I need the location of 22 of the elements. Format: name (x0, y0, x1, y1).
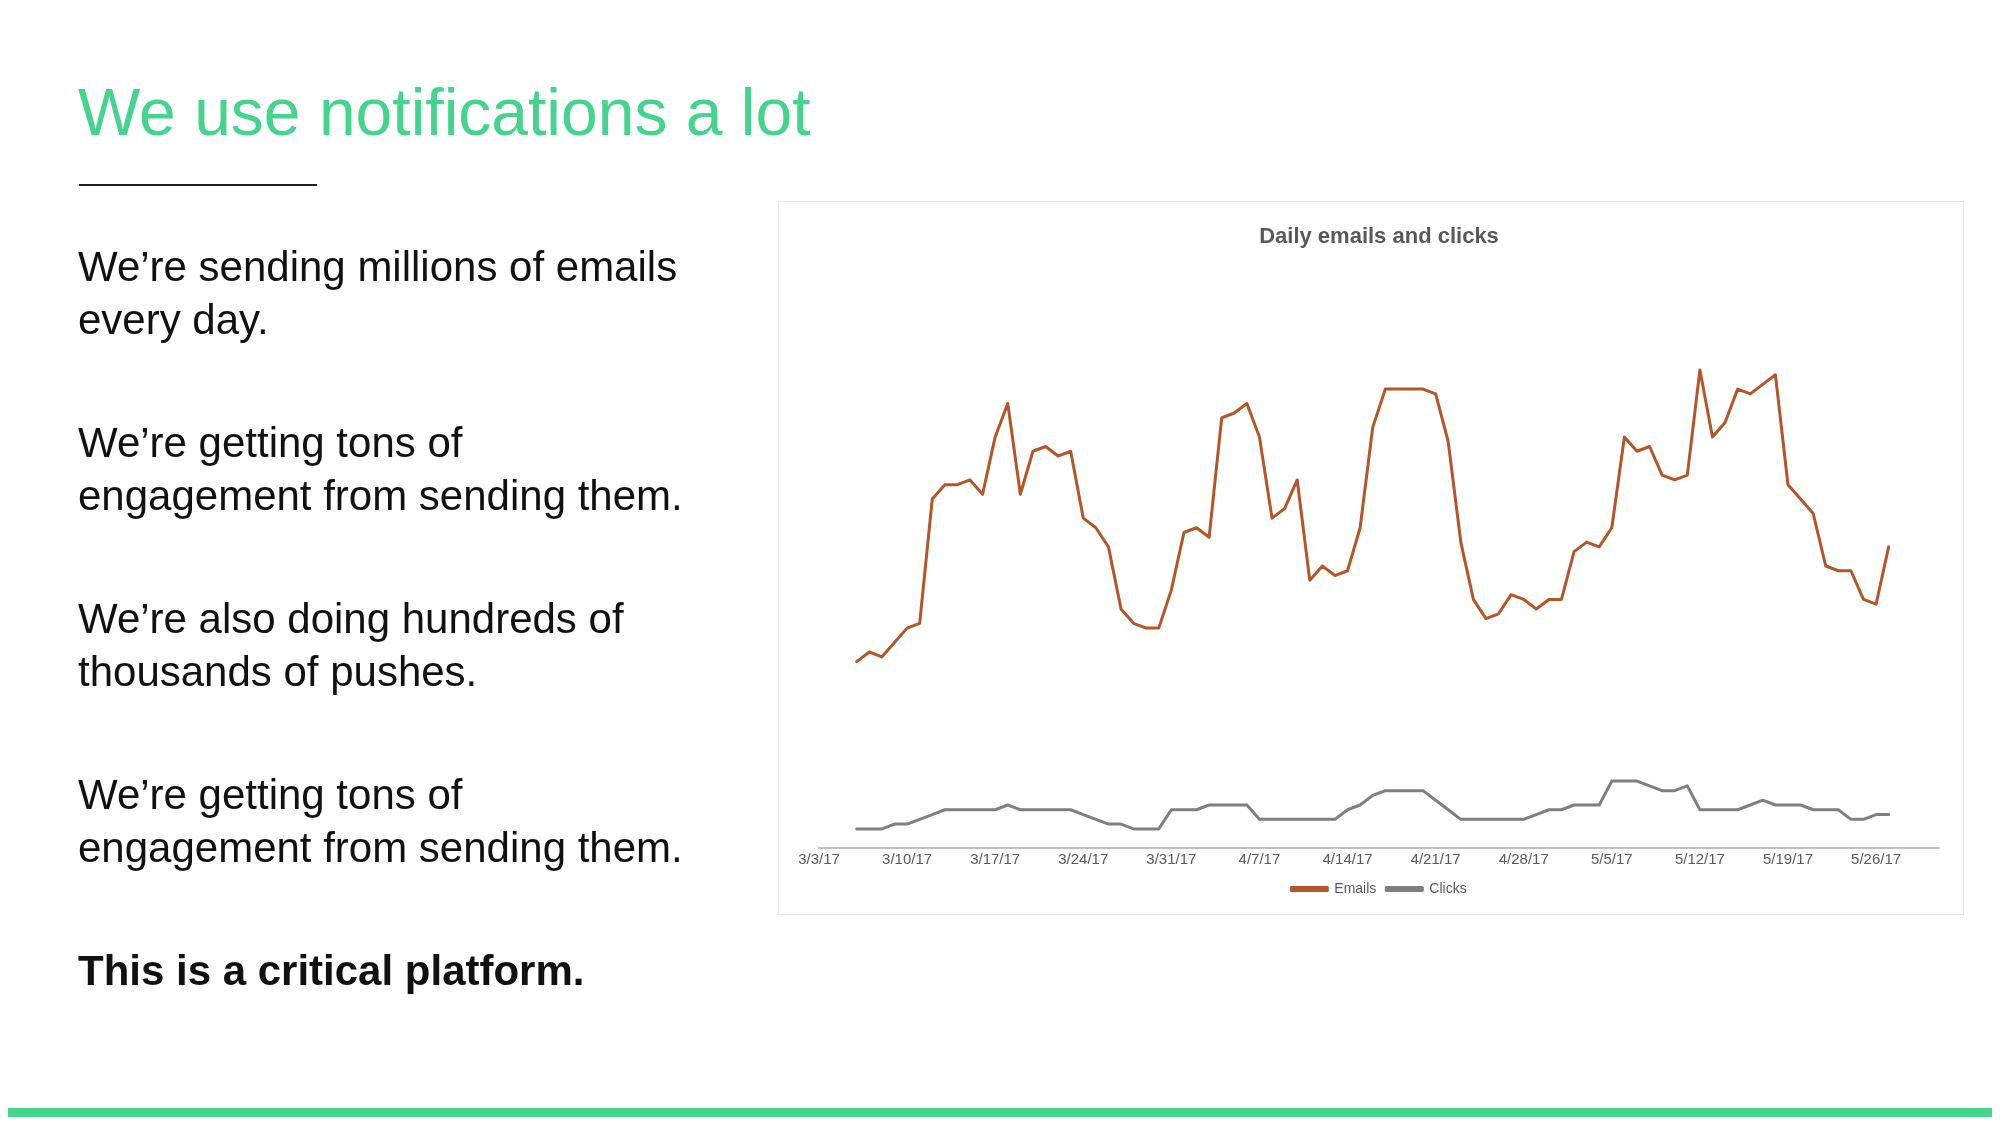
text: This is a critical platform. (78, 946, 586, 996)
x-tick-label: 4/14/17 (1322, 850, 1373, 868)
x-tick-label: 3/3/17 (798, 850, 840, 868)
legend-label: Clicks (1429, 879, 1467, 896)
x-tick-label: 3/10/17 (882, 850, 933, 868)
x-tick-label: 3/24/17 (1058, 850, 1109, 868)
text: We’re also doing hundreds of thousands of pushes. (78, 594, 625, 697)
text: We’re sending millions of emails every day. (78, 242, 679, 345)
x-tick-label: 5/5/17 (1590, 850, 1633, 868)
x-tick-label: 4/21/17 (1410, 850, 1461, 868)
x-tick-label: 4/7/17 (1238, 850, 1281, 868)
text: We’re getting tons of engagement from sending them. (78, 770, 684, 873)
legend-label: Emails (1334, 879, 1377, 896)
x-tick-label: 5/26/17 (1851, 850, 1902, 868)
x-tick-label: 3/31/17 (1146, 850, 1197, 868)
chart-title: Daily emails and clicks (1259, 223, 1499, 249)
x-tick-label: 3/17/17 (970, 850, 1021, 868)
x-tick-label: 5/12/17 (1674, 850, 1725, 868)
x-tick-label: 4/28/17 (1498, 850, 1549, 868)
text: We’re getting tons of engagement from sending them. (78, 418, 684, 521)
x-tick-label: 5/19/17 (1762, 850, 1814, 868)
text: We use notifications a lot (78, 74, 811, 150)
